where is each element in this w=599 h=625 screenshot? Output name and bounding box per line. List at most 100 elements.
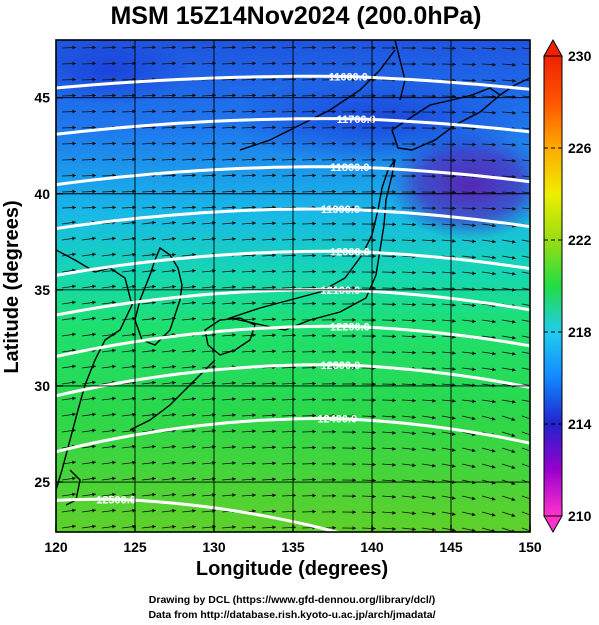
wind-arrow-head bbox=[112, 93, 116, 98]
wind-arrow-shaft bbox=[521, 271, 530, 274]
wind-arrow-head bbox=[112, 189, 116, 194]
wind-arrow-head bbox=[112, 157, 116, 162]
wind-arrow-head bbox=[192, 268, 196, 273]
y-tick-label: 25 bbox=[34, 474, 50, 490]
taiwan-coast bbox=[65, 469, 81, 506]
wind-arrow-head bbox=[372, 61, 376, 66]
wind-arrow-head bbox=[372, 270, 376, 275]
wind-arrow-head bbox=[372, 414, 376, 419]
wind-arrow-head bbox=[172, 268, 176, 273]
wind-arrow-head bbox=[511, 465, 516, 469]
wind-arrow-head bbox=[451, 464, 456, 468]
wind-arrow-head bbox=[232, 173, 236, 178]
wind-arrow-head bbox=[252, 45, 256, 50]
wind-arrow-head bbox=[192, 428, 196, 433]
wind-arrow-head bbox=[272, 461, 276, 466]
wind-arrow-head bbox=[72, 428, 76, 433]
colorbar-body bbox=[543, 55, 563, 517]
wind-arrow-head bbox=[272, 141, 276, 146]
wind-arrow-head bbox=[152, 141, 156, 146]
wind-arrow-head bbox=[252, 349, 256, 354]
wind-arrow-head bbox=[72, 476, 76, 481]
wind-arrow-head bbox=[92, 316, 96, 321]
wind-arrow-head bbox=[172, 508, 176, 513]
wind-arrow-head bbox=[352, 109, 356, 114]
wind-arrow-head bbox=[532, 63, 536, 67]
wind-arrow-head bbox=[132, 348, 136, 353]
height-contour-line bbox=[56, 324, 530, 358]
wind-arrow-head bbox=[172, 300, 176, 305]
wind-arrow-head bbox=[532, 159, 536, 163]
wind-arrow-head bbox=[352, 446, 356, 451]
wind-arrow-head bbox=[272, 493, 276, 498]
wind-arrow-head bbox=[92, 524, 96, 529]
contour-label: 12500.0 bbox=[96, 494, 136, 506]
wind-arrow-head bbox=[532, 368, 536, 372]
wind-arrow-shaft bbox=[521, 351, 530, 354]
wind-arrow-head bbox=[412, 447, 416, 452]
wind-arrow-head bbox=[532, 304, 536, 308]
wind-arrow-head bbox=[252, 509, 256, 514]
wind-arrow-head bbox=[511, 513, 516, 517]
wind-arrow-head bbox=[72, 141, 76, 146]
wind-arrow-head bbox=[172, 476, 176, 481]
wind-arrow-head bbox=[332, 493, 336, 498]
wind-arrow-head bbox=[192, 125, 196, 130]
wind-arrow-head bbox=[112, 236, 116, 241]
wind-arrow-head bbox=[172, 125, 176, 130]
wind-arrow-head bbox=[372, 510, 376, 515]
cool-left-region bbox=[56, 40, 190, 105]
wind-arrow-head bbox=[392, 318, 396, 323]
wind-arrow-head bbox=[112, 141, 116, 146]
wind-arrow-head bbox=[252, 93, 256, 98]
height-contour-line bbox=[56, 249, 530, 277]
wind-arrow-head bbox=[392, 126, 396, 130]
wind-arrow-head bbox=[132, 205, 136, 210]
wind-arrow-head bbox=[511, 497, 516, 501]
x-tick-label: 135 bbox=[281, 539, 305, 555]
wind-arrow-head bbox=[352, 430, 356, 435]
wind-arrow-head bbox=[152, 332, 156, 337]
wind-arrow-head bbox=[332, 237, 336, 242]
x-tick-label: 145 bbox=[439, 539, 463, 555]
wind-arrow-head bbox=[172, 284, 176, 289]
wind-arrow-head bbox=[72, 492, 76, 497]
contour-label: 11900.0 bbox=[321, 204, 360, 216]
wind-arrow-head bbox=[232, 333, 236, 337]
wind-arrow-head bbox=[312, 157, 316, 162]
wind-arrow-head bbox=[132, 284, 136, 289]
wind-arrow-head bbox=[412, 238, 416, 243]
wind-arrow-shaft bbox=[521, 287, 530, 290]
wind-arrow-head bbox=[472, 206, 476, 211]
chart-title: MSM 15Z14Nov2024 (200.0hPa) bbox=[110, 2, 481, 30]
wind-arrow-head bbox=[232, 157, 236, 162]
wind-arrow-head bbox=[132, 476, 136, 481]
wind-arrow-head bbox=[272, 109, 276, 114]
wind-arrow-head bbox=[352, 61, 356, 66]
wind-arrow-head bbox=[452, 46, 456, 51]
contour-label: 11600.0 bbox=[329, 72, 368, 84]
wind-arrow-head bbox=[372, 350, 376, 355]
wind-arrow-head bbox=[272, 93, 276, 98]
wind-arrow-head bbox=[471, 464, 476, 469]
wind-arrow-head bbox=[332, 317, 336, 322]
wind-arrow-head bbox=[92, 189, 96, 194]
wind-arrow-head bbox=[472, 223, 476, 228]
wind-arrow-head bbox=[272, 221, 276, 226]
contour-label: 12300.0 bbox=[321, 360, 361, 372]
wind-arrow-head bbox=[152, 508, 156, 513]
wind-arrow-shaft bbox=[521, 495, 530, 500]
wind-arrow-head bbox=[332, 253, 336, 258]
wind-arrow-head bbox=[252, 157, 256, 162]
y-tick-label: 35 bbox=[34, 282, 50, 298]
wind-arrow-head bbox=[512, 239, 516, 244]
wind-arrow-shaft bbox=[521, 511, 530, 516]
wind-arrow-head bbox=[112, 284, 116, 289]
wind-arrow-head bbox=[332, 221, 336, 226]
wind-arrow-head bbox=[232, 349, 236, 353]
wind-arrow-head bbox=[252, 477, 256, 482]
wind-arrow-head bbox=[272, 349, 276, 354]
wind-arrow-head bbox=[332, 525, 336, 530]
wind-arrow-shaft bbox=[521, 463, 530, 468]
height-contour-line bbox=[56, 74, 530, 91]
